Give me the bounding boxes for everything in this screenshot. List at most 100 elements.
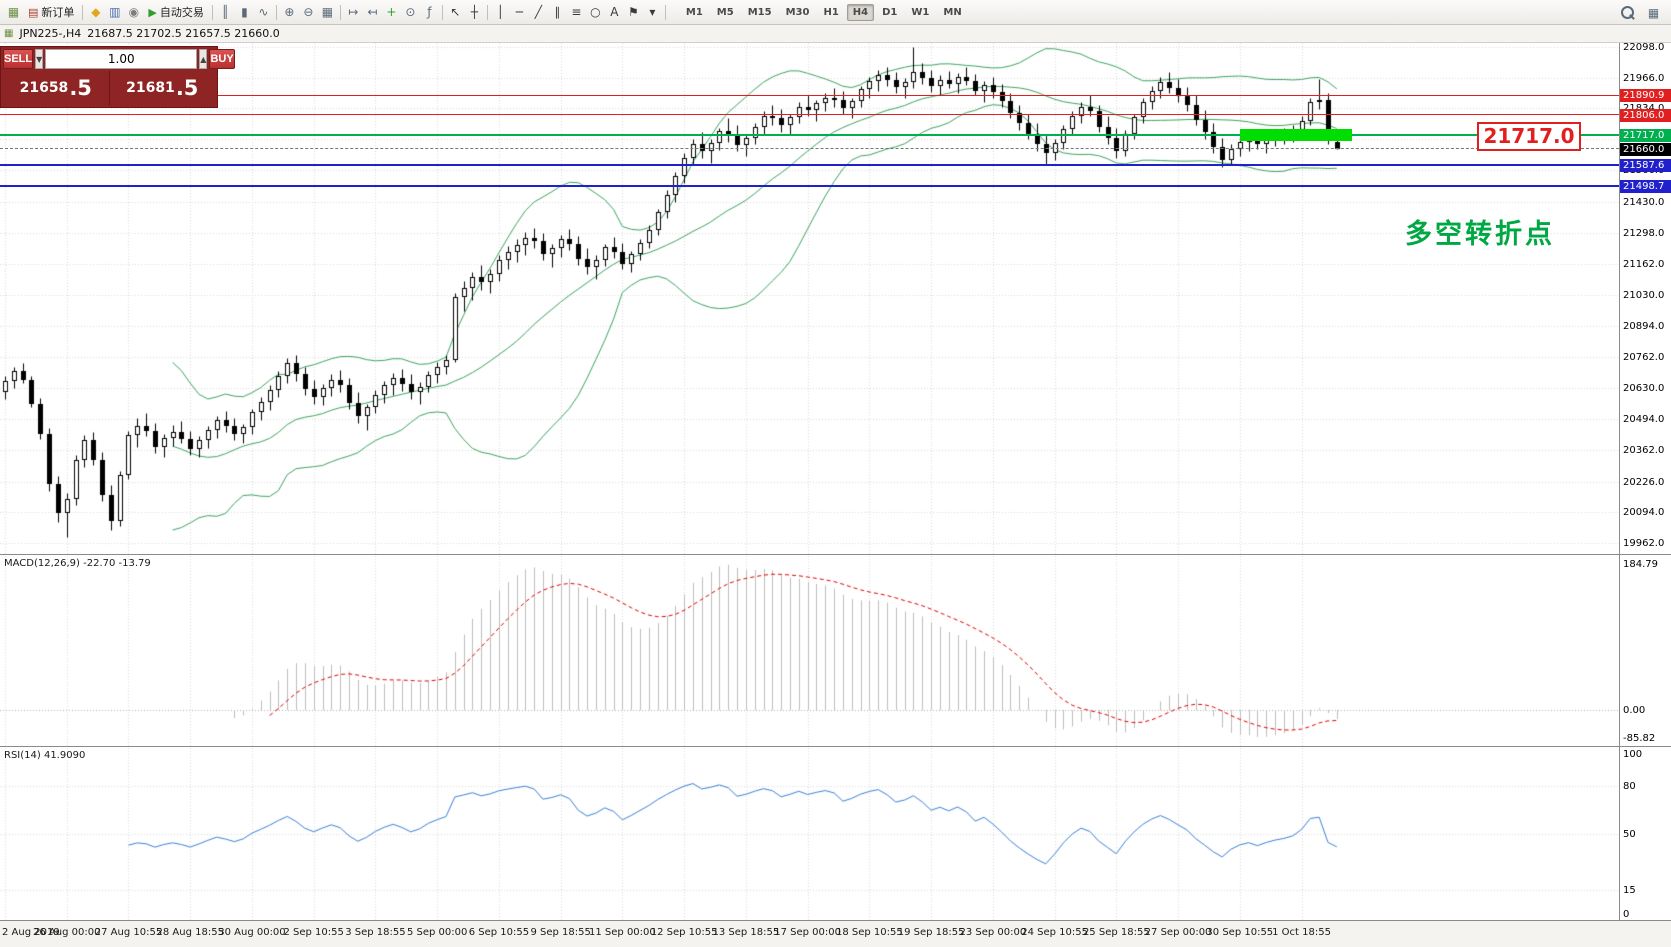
periods-icon[interactable]: ⊙ <box>401 3 420 22</box>
timeframe-m15[interactable]: M15 <box>747 6 772 18</box>
auto-scroll-icon[interactable]: ↤ <box>363 3 382 22</box>
candlestick-chart-canvas[interactable] <box>0 43 1619 920</box>
navigator-icon[interactable]: ◉ <box>124 3 143 22</box>
volume-increase-button[interactable]: ▲ <box>199 49 208 69</box>
macd-indicator-label: MACD(12,26,9) -22.70 -13.79 <box>4 558 151 569</box>
timeframe-mn[interactable]: MN <box>943 6 962 18</box>
crosshair-icon[interactable]: ┼ <box>465 3 484 22</box>
vertical-line-icon-glyph: │ <box>496 5 504 19</box>
metaeditor-icon-glyph: ◆ <box>91 5 101 19</box>
app-chart-icon-glyph: ▦ <box>7 5 20 19</box>
buy-button[interactable]: BUY <box>209 49 235 69</box>
price-badge-21890-9: 21890.9 <box>1620 89 1671 103</box>
volume-input[interactable] <box>45 49 198 69</box>
shapes-icon-glyph: ○ <box>590 5 601 19</box>
time-axis-label: 12 Sep 10:55 <box>650 927 718 938</box>
price-axis-label: 20094.0 <box>1623 507 1665 519</box>
volume-decrease-button[interactable]: ▼ <box>35 49 44 69</box>
pane-splitter-macd[interactable] <box>0 554 1671 555</box>
horizontal-line-icon[interactable]: ─ <box>510 3 529 22</box>
bar-chart-icon-glyph: ║ <box>221 5 229 19</box>
buy-price-pips: .5 <box>175 76 199 100</box>
hline-21587.6[interactable] <box>0 164 1619 167</box>
time-axis-label: 6 Sep 10:55 <box>468 927 530 938</box>
zoom-in-icon-glyph: ⊕ <box>284 5 295 19</box>
price-annotation-box[interactable]: 21717.0 <box>1477 122 1581 151</box>
tile-windows-icon[interactable]: ▦ <box>318 3 337 22</box>
zoom-out-icon[interactable]: ⊖ <box>299 3 318 22</box>
hline-21890.9[interactable] <box>0 94 1619 96</box>
macd-scale-zero: 0.00 <box>1623 705 1646 717</box>
bar-chart-icon[interactable]: ║ <box>216 3 235 22</box>
green-highlight-rectangle[interactable] <box>1240 129 1352 142</box>
pane-splitter-rsi[interactable] <box>0 746 1671 747</box>
trendline-icon[interactable]: ╱ <box>529 3 548 22</box>
new-order-button[interactable]: ▤ 新订单 <box>23 3 79 22</box>
time-axis-label: 30 Sep 10:55 <box>1206 927 1274 938</box>
price-axis-label: 21430.0 <box>1623 197 1665 208</box>
layout-icon[interactable]: ▦ <box>1647 5 1660 20</box>
time-axis-label: 2 Aug 2019 <box>2 927 60 938</box>
sell-price[interactable]: 21658.5 <box>3 71 109 105</box>
buy-price[interactable]: 21681.5 <box>110 71 216 105</box>
sell-button[interactable]: SELL <box>3 49 34 69</box>
price-axis-label: 20226.0 <box>1623 476 1665 488</box>
app-chart-icon[interactable]: ▦ <box>4 3 23 22</box>
chart-ohlc-readout: 21687.5 21702.5 21657.5 21660.0 <box>87 27 280 40</box>
time-axis[interactable]: 2 Aug 2019 26 Aug 00:00 27 Aug 10:55 28 Aug… <box>0 920 1671 947</box>
timeframe-h4[interactable]: H4 <box>846 3 875 21</box>
time-axis-label: 27 Sep 00:00 <box>1144 927 1212 938</box>
vertical-line-icon[interactable]: │ <box>491 3 510 22</box>
time-axis-label: 3 Sep 18:55 <box>345 927 406 938</box>
timeframe-m5[interactable]: M5 <box>716 6 734 18</box>
text-icon[interactable]: A <box>605 3 624 22</box>
macd-scale-top: 184.79 <box>1623 559 1658 570</box>
timeframe-m30[interactable]: M30 <box>785 6 810 18</box>
shapes-icon[interactable]: ○ <box>586 3 605 22</box>
autotrading-button[interactable]: ▶ 自动交易 <box>143 3 208 22</box>
indicators-icon-glyph: ƒ <box>427 5 432 19</box>
time-axis-label: 1 Oct 18:55 <box>1272 927 1331 938</box>
timeframe-h1[interactable]: H1 <box>823 6 839 18</box>
hline-21806[interactable] <box>0 114 1619 116</box>
indicators-icon[interactable]: ƒ <box>420 3 439 22</box>
pivot-point-text[interactable]: 多空转折点 <box>1405 219 1555 250</box>
chart-symbol-title: JPN225-,H4 <box>19 27 82 40</box>
market-watch-icon[interactable]: ▥ <box>105 3 124 22</box>
timeframe-w1[interactable]: W1 <box>911 6 930 18</box>
hline-21498.7[interactable] <box>0 185 1619 188</box>
time-axis-label: 9 Sep 18:55 <box>530 927 591 938</box>
cursor-icon-glyph: ↖ <box>450 5 461 19</box>
price-axis[interactable]: 22098.021966.021834.021702.021566.021430… <box>1619 42 1671 920</box>
toolbar-right: ▦ <box>1618 3 1663 22</box>
hline-21660[interactable] <box>0 148 1619 150</box>
price-axis-label: 20362.0 <box>1623 444 1665 456</box>
timeframe-bar: M1 M5 M15 M30 H1 H4 D1 W1 MN <box>679 3 969 21</box>
chart-shift-icon[interactable]: ↦ <box>344 3 363 22</box>
fibonacci-icon[interactable]: ≡ <box>567 3 586 22</box>
metaeditor-icon[interactable]: ◆ <box>86 3 105 22</box>
timeframe-d1[interactable]: D1 <box>882 6 898 18</box>
price-badge-21498-7: 21498.7 <box>1620 180 1671 194</box>
arrows-icon[interactable]: ⚑ <box>624 3 643 22</box>
search-icon[interactable] <box>1618 4 1636 22</box>
price-axis-label: 20494.0 <box>1623 414 1665 426</box>
price-axis-label: 20762.0 <box>1623 352 1665 364</box>
channel-icon[interactable]: ∥ <box>548 3 567 22</box>
hline-21717[interactable] <box>0 134 1619 137</box>
line-chart-icon[interactable]: ∿ <box>254 3 273 22</box>
candlestick-chart-icon[interactable]: ▮ <box>235 3 254 22</box>
time-axis-label: 2 Sep 10:55 <box>283 927 344 938</box>
objects-dropdown-icon[interactable]: ▾ <box>643 3 662 22</box>
zoom-out-icon-glyph: ⊖ <box>303 5 314 19</box>
toolbar-separator <box>275 4 277 20</box>
timeframe-m1[interactable]: M1 <box>685 6 703 18</box>
market-watch-icon-glyph: ▥ <box>109 5 121 19</box>
text-icon-glyph: A <box>610 5 619 19</box>
cursor-icon[interactable]: ↖ <box>446 3 465 22</box>
zoom-in-icon[interactable]: ⊕ <box>280 3 299 22</box>
tile-windows-icon-glyph: ▦ <box>321 5 334 19</box>
time-axis-label: 24 Sep 10:55 <box>1021 927 1088 938</box>
volume-up-icon: ▲ <box>200 54 207 64</box>
new-chart-icon[interactable]: + <box>382 3 401 22</box>
